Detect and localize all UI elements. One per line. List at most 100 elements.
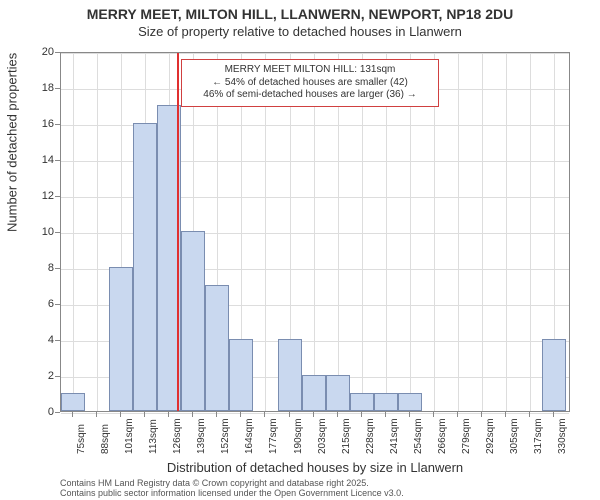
footer-line1: Contains HM Land Registry data © Crown c…	[60, 478, 404, 488]
histogram-bar	[398, 393, 422, 411]
histogram-bar	[205, 285, 229, 411]
xtick-label: 101sqm	[124, 418, 135, 454]
ytick-label: 6	[14, 298, 54, 310]
ytick-label: 16	[14, 118, 54, 130]
gridline-vertical	[73, 53, 74, 411]
ytick	[55, 340, 60, 341]
ytick-label: 20	[14, 46, 54, 58]
xtick	[264, 412, 265, 417]
ytick-label: 4	[14, 334, 54, 346]
gridline-vertical	[362, 53, 363, 411]
xtick	[72, 412, 73, 417]
ytick-label: 14	[14, 154, 54, 166]
xtick	[144, 412, 145, 417]
ytick	[55, 124, 60, 125]
histogram-bar	[109, 267, 133, 411]
ytick	[55, 196, 60, 197]
histogram-bar	[350, 393, 374, 411]
ytick-label: 18	[14, 82, 54, 94]
xtick-label: 305sqm	[509, 418, 520, 454]
gridline-vertical	[265, 53, 266, 411]
ytick-label: 8	[14, 262, 54, 274]
ytick-label: 0	[14, 406, 54, 418]
ytick-label: 12	[14, 190, 54, 202]
annotation-line: 46% of semi-detached houses are larger (…	[188, 89, 432, 102]
gridline-vertical	[482, 53, 483, 411]
ytick	[55, 88, 60, 89]
y-axis-title: Number of detached properties	[5, 53, 20, 232]
xtick-label: 330sqm	[557, 418, 568, 454]
gridline-horizontal	[61, 413, 569, 414]
ytick	[55, 412, 60, 413]
xtick	[96, 412, 97, 417]
gridline-horizontal	[61, 53, 569, 54]
ytick	[55, 52, 60, 53]
gridline-vertical	[530, 53, 531, 411]
histogram-bar	[61, 393, 85, 411]
gridline-vertical	[386, 53, 387, 411]
xtick-label: 152sqm	[220, 418, 231, 454]
gridline-vertical	[506, 53, 507, 411]
marker-line	[177, 53, 179, 411]
xtick-label: 279sqm	[461, 418, 472, 454]
gridline-vertical	[314, 53, 315, 411]
ytick	[55, 268, 60, 269]
xtick	[505, 412, 506, 417]
xtick-label: 228sqm	[365, 418, 376, 454]
histogram-bar	[181, 231, 205, 411]
xtick-label: 215sqm	[341, 418, 352, 454]
x-axis-title: Distribution of detached houses by size …	[60, 460, 570, 475]
xtick	[120, 412, 121, 417]
xtick-label: 126sqm	[172, 418, 183, 454]
annotation-box: MERRY MEET MILTON HILL: 131sqm← 54% of d…	[181, 59, 439, 107]
xtick	[168, 412, 169, 417]
histogram-bar	[542, 339, 566, 411]
histogram-bar	[229, 339, 253, 411]
xtick	[216, 412, 217, 417]
xtick-label: 203sqm	[317, 418, 328, 454]
histogram-bar	[278, 339, 302, 411]
plot-area: MERRY MEET MILTON HILL: 131sqm← 54% of d…	[60, 52, 570, 412]
gridline-vertical	[410, 53, 411, 411]
xtick	[289, 412, 290, 417]
xtick	[529, 412, 530, 417]
ytick-label: 2	[14, 370, 54, 382]
xtick	[385, 412, 386, 417]
histogram-bar	[133, 123, 157, 411]
ytick-label: 10	[14, 226, 54, 238]
xtick	[553, 412, 554, 417]
gridline-vertical	[97, 53, 98, 411]
xtick	[361, 412, 362, 417]
xtick	[457, 412, 458, 417]
chart-title-line1: MERRY MEET, MILTON HILL, LLANWERN, NEWPO…	[0, 6, 600, 22]
xtick-label: 164sqm	[244, 418, 255, 454]
ytick	[55, 376, 60, 377]
ytick	[55, 160, 60, 161]
xtick-label: 177sqm	[268, 418, 279, 454]
chart-title-line2: Size of property relative to detached ho…	[0, 24, 600, 39]
xtick-label: 75sqm	[76, 424, 87, 454]
xtick-label: 254sqm	[413, 418, 424, 454]
xtick	[337, 412, 338, 417]
gridline-vertical	[434, 53, 435, 411]
xtick	[409, 412, 410, 417]
annotation-line: MERRY MEET MILTON HILL: 131sqm	[188, 64, 432, 77]
xtick	[433, 412, 434, 417]
annotation-line: ← 54% of detached houses are smaller (42…	[188, 77, 432, 90]
histogram-bar	[374, 393, 398, 411]
histogram-chart: MERRY MEET, MILTON HILL, LLANWERN, NEWPO…	[0, 0, 600, 500]
histogram-bar	[302, 375, 326, 411]
xtick-label: 292sqm	[485, 418, 496, 454]
xtick-label: 266sqm	[437, 418, 448, 454]
gridline-vertical	[458, 53, 459, 411]
xtick	[481, 412, 482, 417]
xtick	[192, 412, 193, 417]
xtick-label: 88sqm	[100, 424, 111, 454]
xtick-label: 139sqm	[196, 418, 207, 454]
xtick	[313, 412, 314, 417]
ytick	[55, 232, 60, 233]
xtick-label: 113sqm	[148, 419, 159, 454]
xtick	[240, 412, 241, 417]
xtick-label: 317sqm	[533, 418, 544, 454]
gridline-vertical	[338, 53, 339, 411]
